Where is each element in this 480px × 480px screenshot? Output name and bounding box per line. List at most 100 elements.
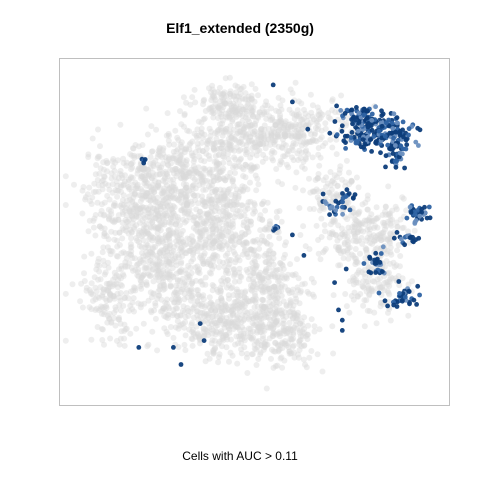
background-cell-point [223, 93, 230, 100]
background-cell-point [273, 214, 280, 221]
background-cell-point [271, 283, 278, 290]
background-cell-point [153, 252, 160, 259]
background-cell-point [219, 91, 226, 98]
background-cell-point [232, 259, 239, 266]
background-cell-point [178, 207, 185, 214]
background-cell-point [182, 164, 189, 171]
background-cell-point [197, 173, 204, 180]
background-cell-point [217, 194, 224, 201]
background-cell-point [155, 179, 162, 186]
background-cell-point [159, 147, 166, 154]
background-cell-point [159, 214, 166, 221]
background-cell-point [136, 256, 143, 263]
background-cell-point [154, 295, 161, 302]
background-cell-point [299, 116, 306, 123]
background-cell-point [201, 304, 208, 311]
background-cell-point [184, 210, 191, 217]
background-cell-point [293, 169, 300, 176]
background-cell-point [249, 165, 256, 171]
background-cell-point [340, 248, 347, 255]
background-cell-point [241, 184, 248, 191]
background-cell-point [262, 207, 269, 214]
background-cell-point [212, 252, 219, 259]
background-cell-point [252, 208, 259, 215]
background-cell-point [112, 274, 118, 281]
background-cell-point [233, 102, 240, 109]
background-cell-point [178, 194, 185, 201]
background-cell-point [142, 165, 149, 172]
background-cell-point [88, 336, 95, 343]
background-cell-point [218, 145, 225, 151]
background-cell-point [131, 190, 138, 197]
background-cell-point [257, 129, 264, 136]
high-auc-cell-point [327, 205, 333, 211]
background-cell-point [211, 147, 218, 154]
background-cell-point [260, 304, 267, 310]
background-cell-point [276, 126, 283, 133]
background-cell-point [348, 177, 355, 184]
background-cell-point [151, 307, 158, 314]
background-cell-point [304, 139, 310, 146]
background-cell-point [249, 320, 256, 327]
background-cell-point [339, 231, 346, 238]
background-cell-point [283, 161, 290, 168]
background-cell-point [210, 283, 217, 290]
background-cell-point [196, 214, 203, 221]
background-cell-point [170, 203, 177, 209]
background-cell-point [172, 195, 179, 202]
background-cell-point [295, 313, 302, 320]
background-cell-point [259, 302, 265, 309]
background-cell-point [253, 362, 260, 368]
background-cell-point [167, 283, 174, 290]
background-cell-point [127, 251, 134, 258]
background-cell-point [197, 208, 204, 215]
background-cell-point [266, 335, 273, 342]
background-cell-point [220, 225, 226, 232]
background-cell-point [385, 236, 392, 243]
background-cell-point [159, 154, 166, 161]
background-cell-point [178, 269, 184, 276]
high-auc-cell-point [402, 165, 407, 171]
background-cell-point [244, 251, 251, 257]
background-cell-point [222, 177, 229, 184]
background-cell-point [213, 186, 220, 193]
background-cell-point [129, 198, 136, 205]
background-cell-point [147, 203, 154, 210]
high-auc-cell-point [397, 131, 403, 137]
background-cell-point [226, 212, 233, 219]
background-cell-point [155, 203, 161, 210]
background-cell-point [214, 105, 221, 112]
background-cell-point [247, 334, 254, 341]
background-cell-point [216, 239, 223, 246]
background-cell-point [205, 183, 212, 190]
background-cell-point [381, 234, 388, 241]
background-cell-point [125, 230, 132, 237]
background-cell-point [237, 156, 244, 163]
background-cell-point [161, 325, 168, 332]
background-cell-point [300, 158, 307, 165]
background-cell-point [290, 342, 297, 349]
background-cell-point [248, 282, 254, 289]
background-cell-point [304, 288, 311, 295]
high-auc-cell-point [392, 158, 398, 164]
background-cell-point [322, 120, 329, 127]
background-cell-point [181, 242, 188, 249]
background-cell-point [174, 305, 181, 312]
background-cell-point [221, 154, 228, 161]
background-cell-point [141, 228, 148, 235]
background-cell-point [282, 341, 289, 347]
background-cell-point [193, 226, 199, 233]
background-cell-point [346, 228, 353, 235]
background-cell-point [227, 146, 234, 153]
background-cell-point [136, 206, 143, 213]
background-cell-point [300, 120, 307, 127]
background-cell-point [239, 241, 246, 248]
background-cell-point [266, 248, 272, 254]
background-cell-point [254, 113, 261, 120]
background-cell-point [135, 230, 142, 236]
background-cell-point [177, 156, 184, 163]
background-cell-point [139, 174, 146, 180]
background-cell-point [180, 181, 187, 188]
background-cell-point [112, 229, 119, 236]
background-cell-point [252, 293, 259, 300]
